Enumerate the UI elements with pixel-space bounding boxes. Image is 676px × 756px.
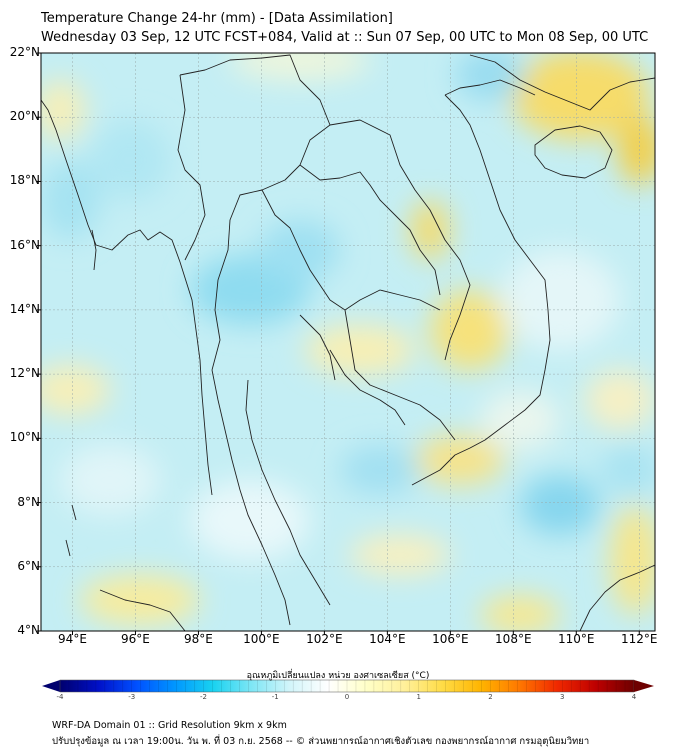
lon-label: 98°E bbox=[183, 632, 213, 646]
lat-label: 4°N bbox=[17, 623, 40, 637]
field-blobs bbox=[41, 53, 655, 631]
colorbar-tick-label: -1 bbox=[271, 693, 279, 701]
temperature-field bbox=[41, 53, 655, 631]
lat-label: 10°N bbox=[9, 430, 40, 445]
lat-label: 18°N bbox=[9, 173, 40, 188]
coastline-gulf-tonkin bbox=[444, 79, 536, 96]
coastline-borneo bbox=[579, 564, 655, 631]
border-thailand bbox=[261, 189, 441, 311]
lon-label: 110°E bbox=[558, 632, 595, 646]
colorbar-tick-label: 4 bbox=[631, 693, 637, 701]
colorbar bbox=[42, 679, 654, 693]
footer-update-info: ปรับปรุงข้อมูล ณ เวลา 19:00น. วัน พ. ที่… bbox=[52, 736, 590, 747]
coastlines-and-borders bbox=[41, 54, 655, 631]
border-cambodia bbox=[344, 309, 456, 441]
lat-label: 8°N bbox=[17, 494, 40, 509]
colorbar-tick-label: 1 bbox=[416, 693, 421, 701]
colorbar-extend-high bbox=[634, 680, 654, 692]
footer-model-info: WRF-DA Domain 01 :: Grid Resolution 9km … bbox=[52, 720, 287, 731]
graticule bbox=[41, 53, 655, 631]
lon-label: 108°E bbox=[495, 632, 532, 646]
colorbar-tick-label: 2 bbox=[488, 693, 493, 701]
coastline-andaman bbox=[65, 229, 97, 557]
colorbar-tick-label: -2 bbox=[200, 693, 207, 701]
lat-label: 20°N bbox=[9, 109, 40, 124]
colorbar-tick-label: -4 bbox=[56, 693, 64, 701]
lon-label: 102°E bbox=[306, 632, 343, 646]
coastline-peninsula-west bbox=[211, 369, 291, 626]
lat-label: 14°N bbox=[9, 301, 40, 316]
colorbar-tick-label: 0 bbox=[344, 693, 350, 701]
lat-label: 12°N bbox=[9, 366, 40, 381]
lon-label: 112°E bbox=[621, 632, 658, 646]
colorbar-minor-ticks bbox=[59, 680, 635, 692]
chart-subtitle: Wednesday 03 Sep, 12 UTC FCST+084, Valid… bbox=[41, 30, 649, 45]
colorbar-tick-label: -3 bbox=[128, 693, 136, 701]
map-frame bbox=[40, 52, 656, 632]
border-thailand-laos bbox=[299, 164, 441, 296]
border-laos-vietnam bbox=[329, 119, 471, 361]
lon-label: 104°E bbox=[369, 632, 406, 646]
coastline-south-china bbox=[469, 54, 655, 111]
coastline-vietnam bbox=[411, 94, 551, 486]
border-myanmar-north bbox=[177, 74, 206, 261]
lon-label: 100°E bbox=[243, 632, 280, 646]
lat-label: 22°N bbox=[9, 45, 40, 59]
lat-label: 16°N bbox=[9, 237, 40, 252]
coastline-gulf-thailand bbox=[299, 314, 336, 381]
colorbar-extend-low bbox=[42, 680, 60, 692]
lon-label: 94°E bbox=[58, 632, 87, 646]
coastline-myanmar bbox=[41, 99, 213, 496]
colorbar-tick-label: 3 bbox=[560, 693, 565, 701]
lon-label: 106°E bbox=[432, 632, 469, 646]
axis-ticks bbox=[37, 52, 640, 635]
lon-label: 96°E bbox=[121, 632, 150, 646]
coastline-peninsula-east bbox=[245, 379, 331, 606]
chart-title: Temperature Change 24-hr (mm) - [Data As… bbox=[41, 11, 393, 26]
lat-label: 6°N bbox=[17, 558, 40, 573]
coastline-hainan bbox=[534, 125, 613, 179]
coastline-cambodia bbox=[329, 349, 406, 426]
colorbar-title: อุณหภูมิเปลี่ยนแปลง หน่วย องศาเซลเซียส (… bbox=[246, 671, 430, 681]
coastline-sumatra bbox=[99, 589, 186, 631]
